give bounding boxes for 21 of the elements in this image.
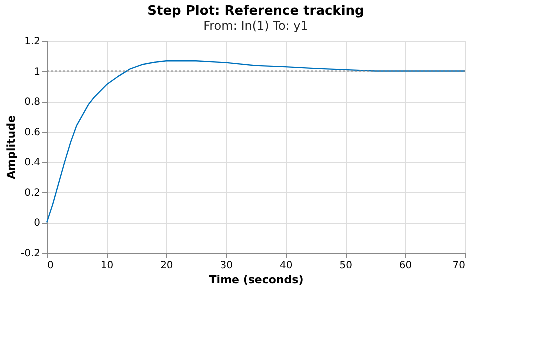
x-tick-label: 10 <box>100 260 114 272</box>
line-series <box>46 60 466 224</box>
y-tick-label: 0.4 <box>24 158 40 169</box>
x-axis-title: Time (seconds) <box>209 274 304 286</box>
y-axis-title: Amplitude <box>4 116 18 180</box>
x-tick-label: 0 <box>48 260 54 272</box>
x-tick-label: 20 <box>160 260 174 272</box>
x-tick-label: 70 <box>452 260 466 272</box>
y-tick-label: 0 <box>34 218 40 230</box>
y-tick-label: 0.6 <box>24 127 40 138</box>
y-tick-label: 1 <box>34 66 40 78</box>
x-tick-label: 60 <box>399 260 412 272</box>
y-tick-label: 0.8 <box>24 97 40 108</box>
x-tick-label: 30 <box>220 260 234 272</box>
x-tick-label: 50 <box>340 260 352 272</box>
y-tick-label: -0.2 <box>20 248 40 260</box>
y-tick-label: 0.2 <box>24 188 40 199</box>
chart-subtitle: From: In(1) To: y1 <box>204 19 308 33</box>
y-tick-label: 1.2 <box>24 36 40 48</box>
chart-title: Step Plot: Reference tracking <box>148 4 364 19</box>
x-tick-label: 40 <box>280 260 293 272</box>
